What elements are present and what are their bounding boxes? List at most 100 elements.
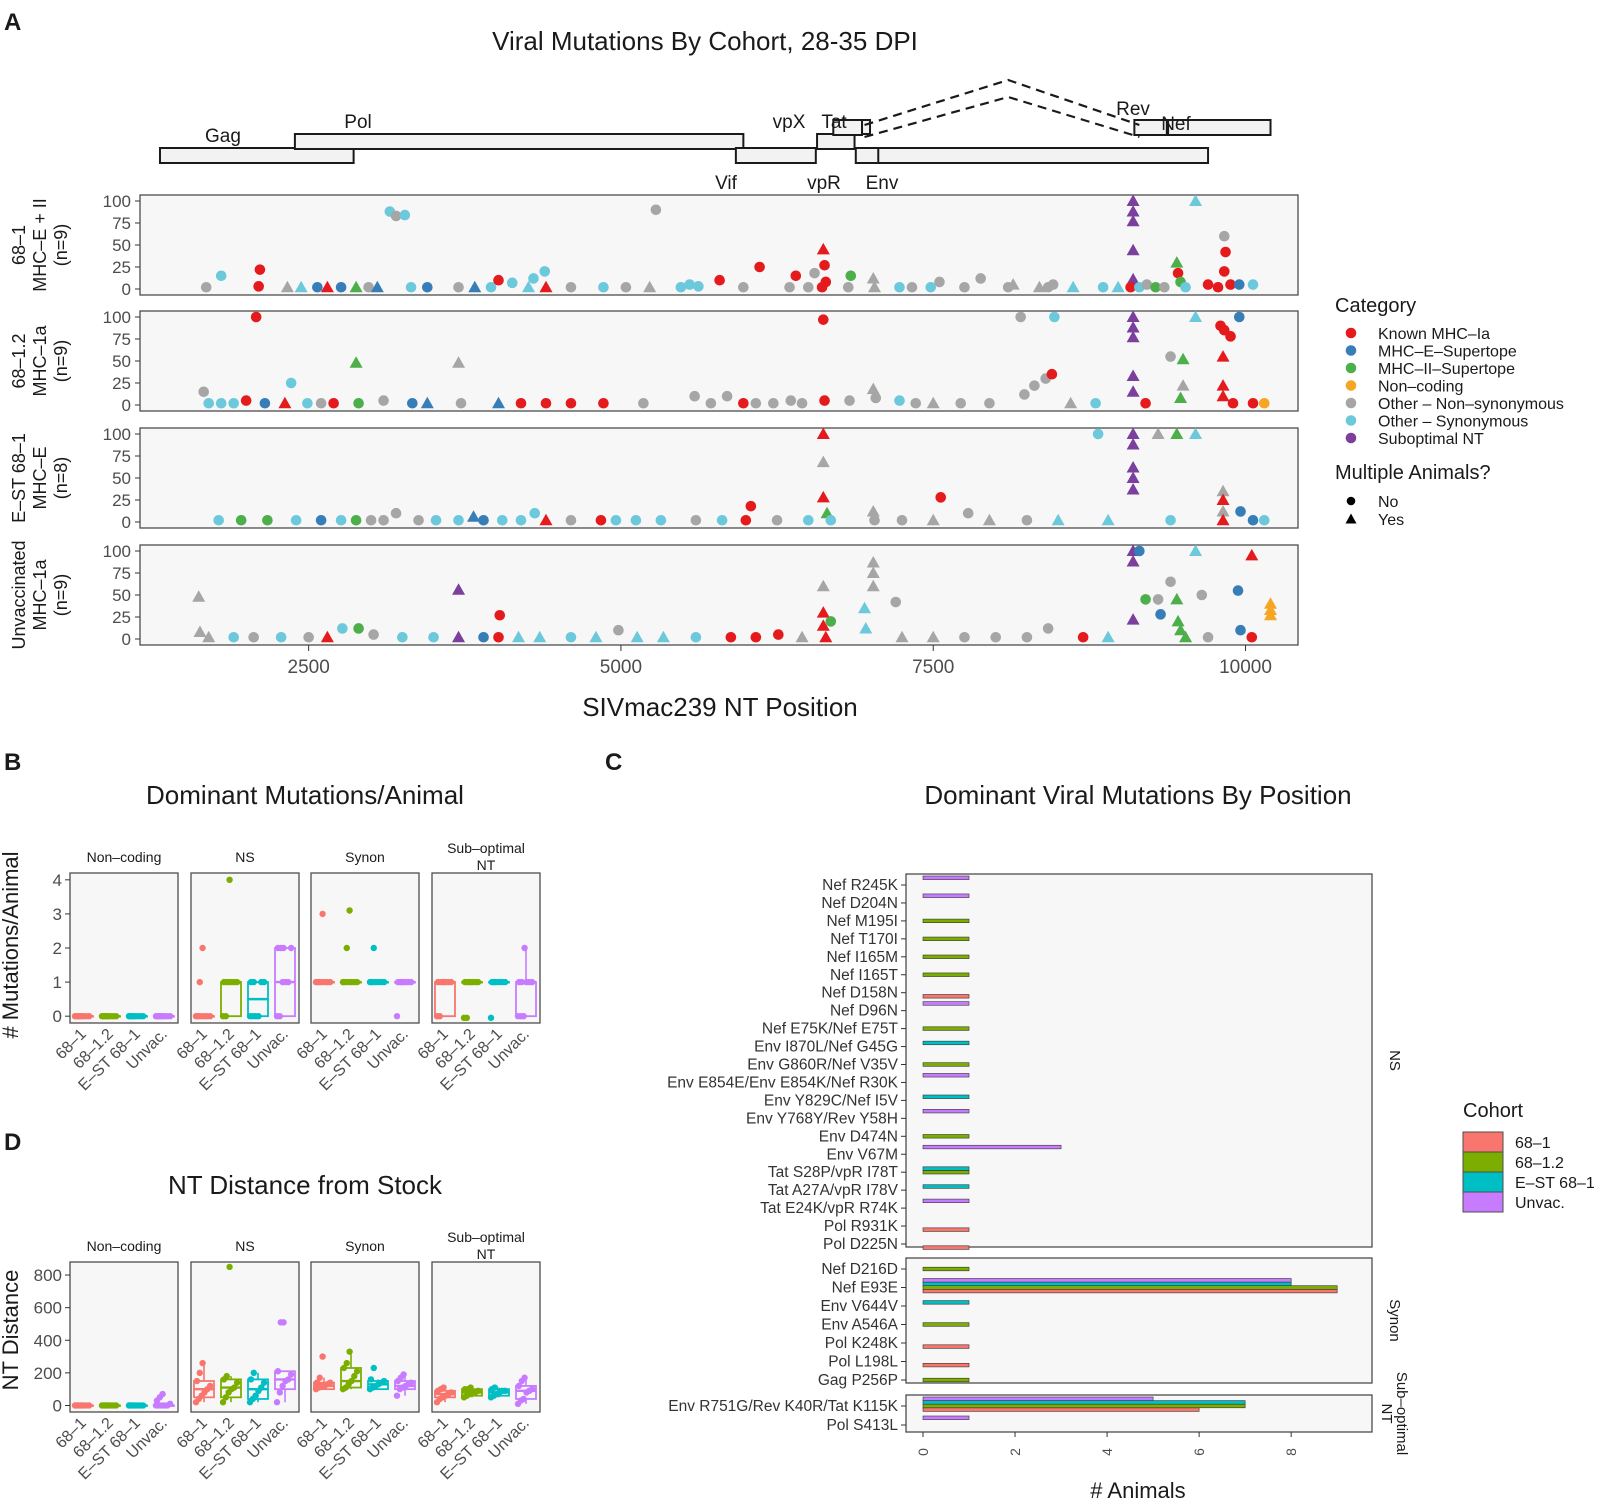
box-point: [223, 978, 230, 986]
bar-row-gag-p256p: Gag P256P: [818, 1372, 970, 1389]
point-other-non-synonymous-yes: [452, 356, 466, 368]
bar-row-env-a546a: Env A546A: [821, 1317, 970, 1334]
point-other-synonymous-no: [290, 514, 302, 526]
box-point: [231, 1384, 238, 1391]
strip-label: Synon: [345, 1238, 385, 1254]
box-point: [276, 1389, 284, 1396]
point-other-non-synonymous-no: [990, 631, 1001, 643]
bar-label: Env E854E/Env E854K/Nef R30K: [667, 1074, 899, 1091]
bar-row-env-v67m: Env V67M: [826, 1144, 1062, 1163]
bar-row-nef-i165m: Nef I165M: [826, 949, 970, 966]
bar-label: Env I870L/Nef G45G: [754, 1039, 898, 1056]
point-other-synonymous-no: [430, 514, 442, 526]
gene-label-nef: Nef: [1161, 114, 1191, 135]
point-suboptimal-nt-yes: [1126, 460, 1140, 473]
point-mhc-e-supertope-no: [1233, 311, 1245, 323]
point-mhc-ii-supertope-yes: [1179, 630, 1193, 643]
box-point: [226, 1263, 233, 1271]
box-point: [400, 1371, 407, 1378]
chart-a-xlabel: SIVmac239 NT Position: [582, 692, 858, 722]
bar-label: Gag P256P: [818, 1372, 898, 1389]
point-other-non-synonymous-yes: [1151, 427, 1165, 439]
y-tick-label: 25: [112, 608, 131, 627]
bar-68-1-2: [922, 972, 970, 977]
point-other-non-synonymous-no: [363, 281, 374, 293]
legend-shape-circle: [1346, 496, 1356, 506]
point-known-mhc-ia-no: [1247, 397, 1259, 409]
box-point: [280, 944, 287, 952]
box-point: [159, 1012, 166, 1020]
point-other-synonymous-no: [515, 514, 527, 526]
splice-dashes-upper: [864, 78, 1140, 127]
bar-e-st-68-1: [922, 1300, 970, 1305]
y-tick-label: 200: [34, 1364, 62, 1383]
point-other-synonymous-yes: [1189, 194, 1203, 206]
box-point: [521, 1374, 528, 1381]
legend-shape-title: Multiple Animals?: [1335, 462, 1491, 484]
point-known-mhc-ia-yes: [320, 630, 334, 643]
point-mhc-e-supertope-no: [1233, 279, 1245, 290]
point-other-non-synonymous-no: [975, 273, 987, 284]
point-other-non-synonymous-yes: [1006, 278, 1020, 290]
point-known-mhc-ia-yes: [1216, 350, 1230, 362]
legend-label-suboptimal-nt: Suboptimal NT: [1378, 431, 1484, 448]
point-other-non-synonymous-no: [1021, 514, 1033, 526]
point-known-mhc-ia-no: [1077, 631, 1089, 643]
bar-unvac: [922, 1109, 970, 1114]
point-other-synonymous-no: [215, 397, 227, 409]
point-other-non-synonymous-no: [303, 631, 314, 643]
bar-label: Nef E75K/Nef E75T: [762, 1021, 899, 1038]
bar-label: Nef D158N: [821, 985, 898, 1002]
box-point: [518, 978, 525, 986]
point-mhc-ii-supertope-no: [845, 270, 857, 282]
point-other-synonymous-no: [335, 514, 347, 526]
bar-row-nef-r245k: Nef R245K: [822, 875, 970, 894]
point-other-non-synonymous-no: [809, 267, 820, 279]
box-point: [219, 1399, 227, 1406]
bar-label: Nef T170I: [830, 931, 898, 948]
facet-panel-bg: [139, 310, 1299, 412]
bar-row-env-y829c-nef-i5v: Env Y829C/Nef I5V: [764, 1092, 970, 1109]
box-point: [351, 1372, 358, 1380]
bar-row-env-d474n: Env D474N: [819, 1128, 970, 1145]
point-other-non-synonymous-no: [959, 281, 970, 293]
legend-swatch-other-non-synonymous: [1345, 397, 1357, 409]
point-other-synonymous-no: [693, 281, 704, 292]
point-other-synonymous-yes: [630, 630, 644, 643]
facet-label-line: E–ST 68–1: [9, 433, 29, 523]
y-tick-label: 1: [53, 973, 62, 992]
point-mhc-ii-supertope-no: [1140, 594, 1151, 605]
box-point: [105, 1402, 112, 1409]
bar-row-nef-m195i: Nef M195I: [826, 913, 970, 930]
box-panel-bg: [69, 1261, 179, 1413]
point-other-non-synonymous-no: [784, 281, 795, 293]
point-other-non-synonymous-no: [390, 210, 402, 222]
point-other-non-synonymous-no: [390, 507, 402, 519]
point-suboptimal-nt-yes: [1126, 482, 1140, 495]
box-point: [346, 907, 353, 914]
bar-panel-bg: [905, 873, 1373, 1248]
point-known-mhc-ia-no: [595, 514, 607, 526]
chart-d-ylabel: NT Distance: [0, 1270, 23, 1391]
bar-68-1: [922, 1227, 970, 1232]
box-body: [340, 1367, 362, 1389]
box-point: [520, 1395, 527, 1403]
box-point: [370, 1364, 377, 1372]
point-known-mhc-ia-no: [494, 609, 506, 621]
bar-row-nef-t170i: Nef T170I: [830, 931, 970, 948]
strip-label: NT: [477, 1246, 496, 1262]
point-other-non-synonymous-yes: [816, 579, 830, 592]
bar-label: Nef D204N: [821, 895, 898, 912]
point-other-non-synonymous-yes: [866, 504, 880, 517]
point-suboptimal-nt-yes: [1126, 243, 1140, 256]
point-known-mhc-ia-yes: [819, 630, 833, 643]
point-other-non-synonymous-no: [721, 390, 733, 402]
bar-label: Env V644V: [820, 1298, 898, 1315]
y-tick-label: 100: [103, 542, 131, 561]
point-mhc-ii-supertope-yes: [1176, 352, 1190, 365]
x-tick-label: 6: [1191, 1448, 1207, 1456]
box-point: [193, 1377, 201, 1385]
bar-label: Tat E24K/vpR R74K: [760, 1200, 899, 1217]
box-point: [319, 1353, 326, 1360]
